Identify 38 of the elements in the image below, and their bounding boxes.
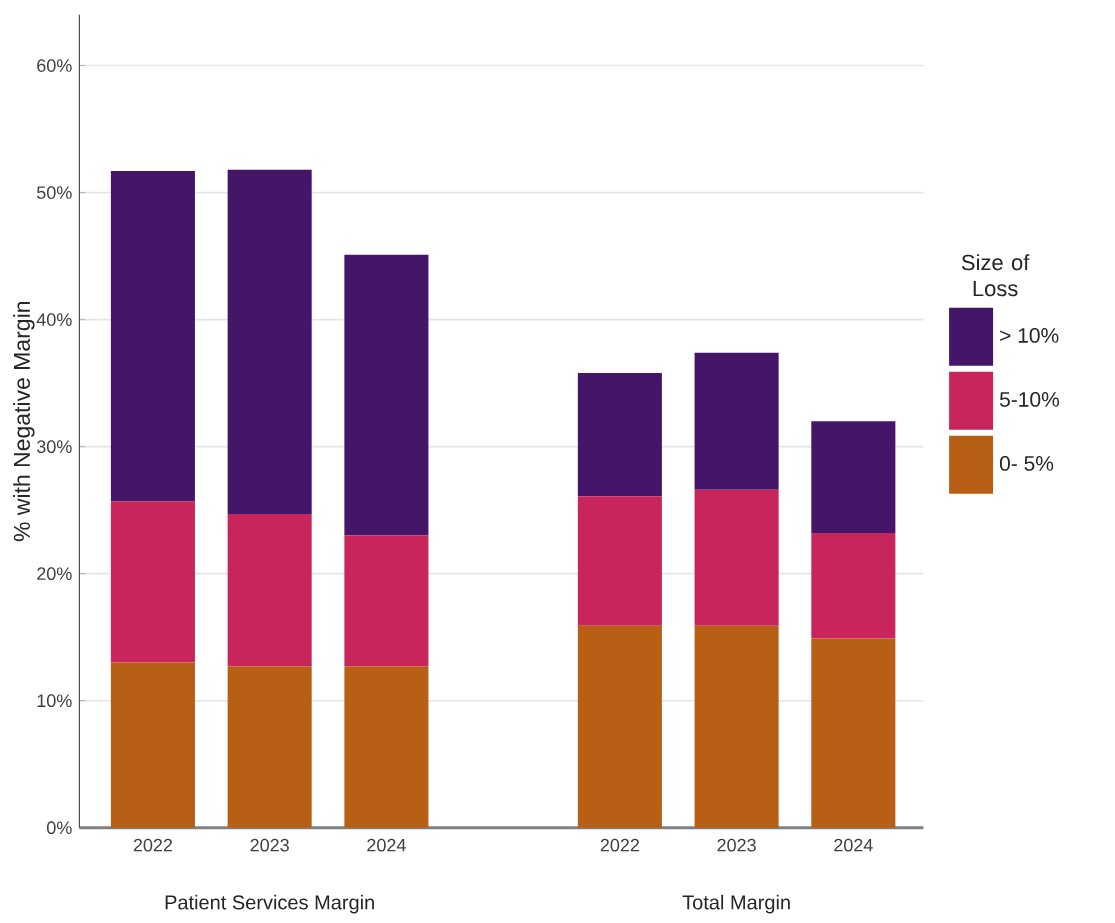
y-tick-label: 50% bbox=[37, 186, 72, 199]
y-tick-label: 0% bbox=[46, 821, 72, 835]
bar bbox=[577, 372, 662, 497]
bar bbox=[227, 513, 312, 667]
text: Patient Services Margin bbox=[165, 894, 374, 914]
x-tick-label: 2024 bbox=[367, 838, 406, 852]
bar bbox=[344, 666, 429, 828]
bar bbox=[110, 170, 195, 502]
y-axis-title: % with Negative Margin bbox=[13, 301, 35, 542]
bar bbox=[227, 666, 312, 828]
bar bbox=[110, 662, 195, 828]
x-tick-label: 2022 bbox=[600, 838, 639, 852]
legend-title: Size of Loss bbox=[961, 254, 1030, 297]
y-tick-label: 20% bbox=[37, 567, 72, 581]
bar bbox=[694, 625, 779, 828]
x-tick-label: 2022 bbox=[133, 838, 173, 852]
bar bbox=[344, 254, 429, 536]
y-tick-label: 30% bbox=[36, 440, 72, 454]
y-tick-label: 10% bbox=[37, 694, 72, 708]
y-tick-label: 40% bbox=[36, 313, 72, 326]
text: 0- 5% bbox=[999, 456, 1054, 471]
bar bbox=[227, 169, 312, 514]
x-tick-label: 2023 bbox=[250, 838, 289, 852]
bar bbox=[811, 533, 896, 639]
bar bbox=[811, 421, 896, 534]
x-tick-label: 2024 bbox=[834, 838, 873, 852]
bar bbox=[811, 638, 896, 828]
bar bbox=[344, 535, 429, 667]
bar bbox=[694, 352, 779, 490]
text: Total Margin bbox=[682, 894, 790, 914]
bar bbox=[577, 496, 662, 626]
text: > 10% bbox=[1000, 328, 1059, 343]
text: 5-10% bbox=[999, 392, 1060, 407]
bar bbox=[694, 489, 779, 626]
x-tick-label: 2023 bbox=[717, 838, 756, 852]
bar bbox=[110, 501, 195, 663]
bar bbox=[577, 625, 662, 828]
y-tick-label: 60% bbox=[37, 59, 72, 72]
